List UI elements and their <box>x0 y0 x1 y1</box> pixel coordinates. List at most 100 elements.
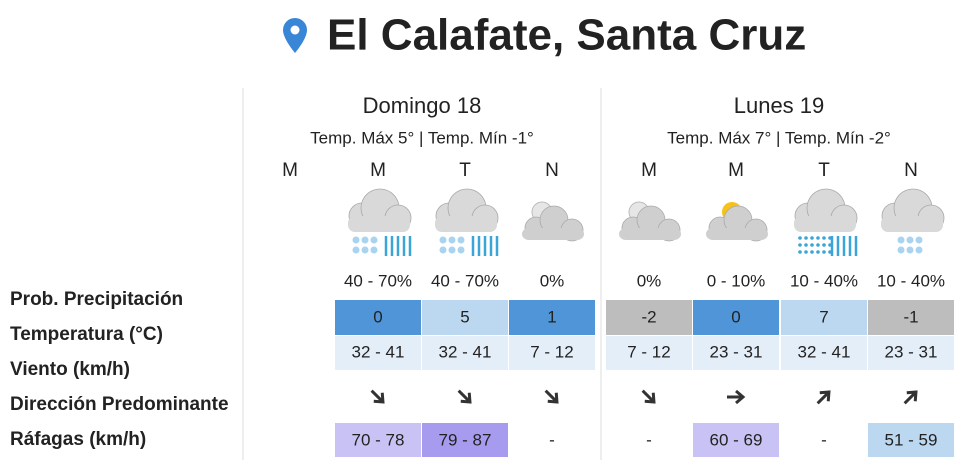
period-label: T <box>459 160 471 181</box>
wind-direction <box>457 389 472 404</box>
period-label: M <box>282 160 298 181</box>
sleet <box>810 243 814 247</box>
snow <box>897 236 905 244</box>
wind-direction <box>641 389 656 404</box>
gusts-cell <box>693 423 779 457</box>
sleet <box>816 250 820 254</box>
arrow <box>727 389 746 405</box>
cloud <box>881 216 943 232</box>
wind-cell <box>693 336 779 370</box>
wind-direction <box>727 389 746 405</box>
wind: 32 - 41 <box>798 342 851 361</box>
temperature: 7 <box>819 307 828 326</box>
wind-cell <box>868 336 954 370</box>
cloud <box>794 216 856 232</box>
gusts: 51 - 59 <box>885 430 938 449</box>
temperature: -1 <box>903 307 918 326</box>
wind-cell <box>606 336 692 370</box>
wind-cell <box>422 336 508 370</box>
wind: 23 - 31 <box>885 342 938 361</box>
cloud <box>348 216 410 232</box>
gusts: 79 - 87 <box>439 430 492 449</box>
arrow <box>544 389 559 404</box>
sleet <box>798 236 802 240</box>
temperature-cell <box>781 300 867 335</box>
precipitation: 0% <box>637 271 662 290</box>
snow <box>352 246 360 254</box>
temperature-cell <box>693 300 779 335</box>
sleet <box>816 236 820 240</box>
gusts: 60 - 69 <box>710 430 763 449</box>
gusts: - <box>646 430 652 449</box>
day-temps: Temp. Máx 7° | Temp. Mín -2° <box>667 128 891 147</box>
period-label: N <box>545 160 559 181</box>
sleet <box>822 236 826 240</box>
cloud <box>619 228 681 240</box>
temperature-cell <box>422 300 508 335</box>
temperature-cell <box>868 300 954 335</box>
arrow <box>816 390 831 405</box>
sleet <box>828 236 832 240</box>
wind-cell <box>781 336 867 370</box>
arrow <box>370 389 385 404</box>
temperature: 0 <box>731 307 740 326</box>
cloud <box>522 228 584 240</box>
row-label: Temperatura (°C) <box>10 324 163 345</box>
day-name: Domingo 18 <box>363 93 482 118</box>
snow <box>352 236 360 244</box>
arrow <box>457 389 472 404</box>
day-name: Lunes 19 <box>734 93 825 118</box>
snow <box>370 246 378 254</box>
gusts: 70 - 78 <box>352 430 405 449</box>
period-label: M <box>641 160 657 181</box>
period-label: M <box>370 160 386 181</box>
sleet <box>816 243 820 247</box>
snow <box>370 236 378 244</box>
gusts-cell <box>868 423 954 457</box>
precipitation: 10 - 40% <box>790 271 858 290</box>
snow <box>906 236 914 244</box>
period-label: T <box>818 160 830 181</box>
sleet <box>798 250 802 254</box>
temperature: 1 <box>547 307 556 326</box>
location-title: El Calafate, Santa Cruz <box>327 11 806 60</box>
wind-direction <box>370 389 385 404</box>
sleet <box>804 236 808 240</box>
wind: 7 - 12 <box>627 342 670 361</box>
cloud <box>706 228 768 240</box>
row-label: Prob. Precipitación <box>10 289 183 310</box>
sleet <box>828 250 832 254</box>
weather-icon <box>435 188 499 256</box>
weather-icon <box>348 188 412 256</box>
wind-cell <box>509 336 595 370</box>
wind: 32 - 41 <box>439 342 492 361</box>
snow <box>457 246 465 254</box>
snow <box>439 246 447 254</box>
precipitation: 0% <box>540 271 565 290</box>
snow <box>906 246 914 254</box>
wind-direction <box>903 390 918 405</box>
sleet <box>822 243 826 247</box>
gusts-cell <box>335 423 421 457</box>
arrow <box>903 390 918 405</box>
weather-icon <box>794 188 858 256</box>
wind: 7 - 12 <box>530 342 573 361</box>
precipitation: 40 - 70% <box>431 271 499 290</box>
temperature-cell <box>606 300 692 335</box>
wind-direction <box>544 389 559 404</box>
cloud <box>435 216 497 232</box>
row-label: Viento (km/h) <box>10 359 130 380</box>
period-label: M <box>728 160 744 181</box>
weather-icon <box>706 202 768 242</box>
sleet <box>804 250 808 254</box>
snow <box>915 246 923 254</box>
weather-icon <box>619 201 681 242</box>
period-label: N <box>904 160 918 181</box>
gusts: - <box>821 430 827 449</box>
snow <box>448 236 456 244</box>
gusts-cell <box>422 423 508 457</box>
weather-icon <box>881 188 945 254</box>
temperature: -2 <box>641 307 656 326</box>
wind: 23 - 31 <box>710 342 763 361</box>
